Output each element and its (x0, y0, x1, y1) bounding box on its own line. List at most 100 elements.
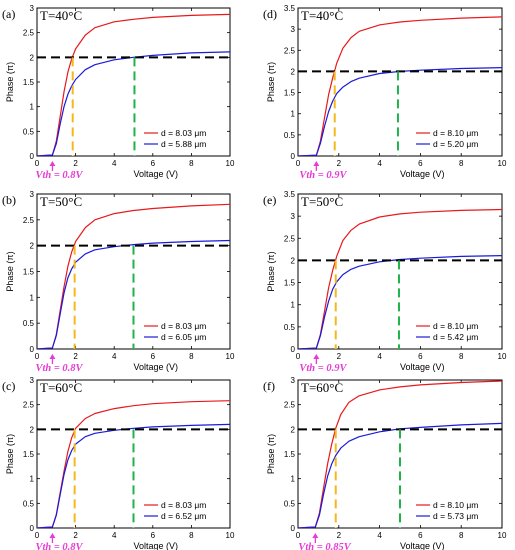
y-tick-label: 3 (30, 190, 35, 199)
x-tick-label: 2 (73, 531, 78, 540)
panel-label: (f) (263, 379, 275, 393)
x-tick-label: 0 (296, 159, 301, 168)
legend-entry: d = 8.03 μm (161, 321, 206, 331)
vth-label: Vth = 0.9V (299, 363, 347, 374)
x-axis-label: Voltage (V) (400, 541, 445, 550)
x-tick-label: 0 (296, 531, 301, 540)
panel-2: 0 2 4 6 8 10 0 0.5 1 1.5 2 2.5 3 Voltage (V) Phase (π)… (2, 190, 235, 374)
x-tick-label: 8 (459, 159, 464, 168)
x-tick-label: 4 (377, 352, 382, 361)
x-axis-label: Voltage (V) (134, 169, 179, 179)
x-tick-label: 10 (498, 352, 507, 361)
y-tick-label: 0 (30, 152, 35, 161)
y-tick-label: 0.5 (284, 499, 296, 508)
x-tick-label: 8 (459, 352, 464, 361)
vth-arrow-head (312, 533, 319, 538)
x-tick-label: 6 (418, 352, 423, 361)
panel-label: (d) (263, 7, 277, 21)
x-tick-label: 8 (189, 352, 194, 361)
y-tick-label: 0 (291, 152, 296, 161)
plot-area (37, 203, 230, 349)
y-tick-label: 1 (291, 110, 296, 119)
y-tick-label: 0 (291, 345, 296, 354)
x-tick-label: 0 (35, 352, 40, 361)
y-tick-label: 2 (291, 256, 296, 265)
y-tick-label: 2.5 (284, 46, 296, 55)
y-tick-label: 2.5 (284, 401, 296, 410)
plot-area (298, 380, 502, 528)
panel-label: (b) (2, 193, 16, 207)
vth-label: Vth = 0.8V (35, 170, 83, 181)
vth-label: Vth = 0.9V (299, 170, 347, 181)
plot-area (298, 16, 502, 156)
x-tick-label: 0 (35, 531, 40, 540)
y-tick-label: 2.5 (23, 401, 35, 410)
y-tick-label: 1 (30, 475, 35, 484)
y-tick-label: 2 (30, 242, 35, 251)
x-tick-label: 6 (418, 531, 423, 540)
vth-arrow-head (49, 161, 56, 166)
x-tick-label: 8 (189, 531, 194, 540)
legend-entry: d = 5.20 μm (433, 139, 478, 149)
temperature-title: T=60°C (40, 380, 82, 395)
y-axis-label: Phase (π) (266, 434, 276, 474)
y-tick-label: 3 (291, 212, 296, 221)
x-tick-label: 6 (418, 159, 423, 168)
x-tick-label: 2 (73, 159, 78, 168)
y-tick-label: 3 (291, 25, 296, 34)
y-tick-label: 0.5 (284, 131, 296, 140)
y-tick-label: 2 (291, 67, 296, 76)
y-tick-label: 3 (291, 376, 296, 385)
y-axis-label: Phase (π) (5, 62, 15, 102)
y-tick-label: 3.5 (284, 190, 296, 199)
temperature-title: T=50°C (301, 194, 343, 209)
x-tick-label: 10 (226, 531, 235, 540)
x-tick-label: 0 (35, 159, 40, 168)
temperature-title: T=60°C (301, 380, 343, 395)
x-tick-label: 8 (459, 531, 464, 540)
panel-5: 0 2 4 6 8 10 0 0.5 1 1.5 2 2.5 3 Voltage (V) Phase (π)… (263, 376, 507, 550)
y-tick-label: 1.5 (284, 450, 296, 459)
y-tick-label: 2.5 (23, 216, 35, 225)
panel-label: (c) (2, 379, 15, 393)
x-tick-label: 6 (151, 159, 156, 168)
y-tick-label: 0 (30, 524, 35, 533)
legend-entry: d = 5.88 μm (161, 139, 206, 149)
series-line-1 (298, 255, 502, 349)
y-tick-label: 1.5 (23, 78, 35, 87)
y-tick-label: 1 (291, 301, 296, 310)
x-tick-label: 10 (226, 352, 235, 361)
plot-frame (297, 193, 503, 350)
x-tick-label: 6 (151, 352, 156, 361)
temperature-title: T=40°C (40, 8, 82, 23)
x-tick-label: 4 (377, 159, 382, 168)
legend-entry: d = 8.10 μm (433, 128, 478, 138)
vth-label: Vth = 0.8V (35, 542, 83, 550)
vth-arrow-head (313, 161, 320, 166)
legend-entry: d = 8.03 μm (161, 500, 206, 510)
legend-entry: d = 8.10 μm (433, 500, 478, 510)
x-tick-label: 10 (226, 159, 235, 168)
panel-4: 0 2 4 6 8 10 0 0.5 1 1.5 2 2.5 3 Voltage (V) Phase (π)… (2, 376, 235, 550)
x-tick-label: 2 (337, 159, 342, 168)
y-tick-label: 1 (30, 103, 35, 112)
x-tick-label: 8 (189, 159, 194, 168)
vth-arrow-head (49, 354, 56, 359)
x-tick-label: 10 (498, 159, 507, 168)
panel-3: 0 2 4 6 8 10 0 0.5 1 1.5 2 2.5 3 3.5 Voltage (V) Phase … (263, 190, 507, 374)
x-tick-label: 6 (151, 531, 156, 540)
panel-0: 0 2 4 6 8 10 0 0.5 1 1.5 2 2.5 3 Voltage (V) Phase (π)… (2, 4, 235, 181)
x-tick-label: 2 (337, 531, 342, 540)
y-tick-label: 2.5 (23, 29, 35, 38)
temperature-title: T=50°C (40, 194, 82, 209)
series-line-0 (298, 380, 502, 528)
y-tick-label: 2 (30, 53, 35, 62)
y-tick-label: 0 (291, 524, 296, 533)
x-axis-label: Voltage (V) (400, 169, 445, 179)
x-axis-label: Voltage (V) (134, 541, 179, 550)
x-axis-label: Voltage (V) (134, 362, 179, 372)
x-tick-label: 2 (337, 352, 342, 361)
y-axis-label: Phase (π) (5, 434, 15, 474)
y-tick-label: 3 (30, 376, 35, 385)
